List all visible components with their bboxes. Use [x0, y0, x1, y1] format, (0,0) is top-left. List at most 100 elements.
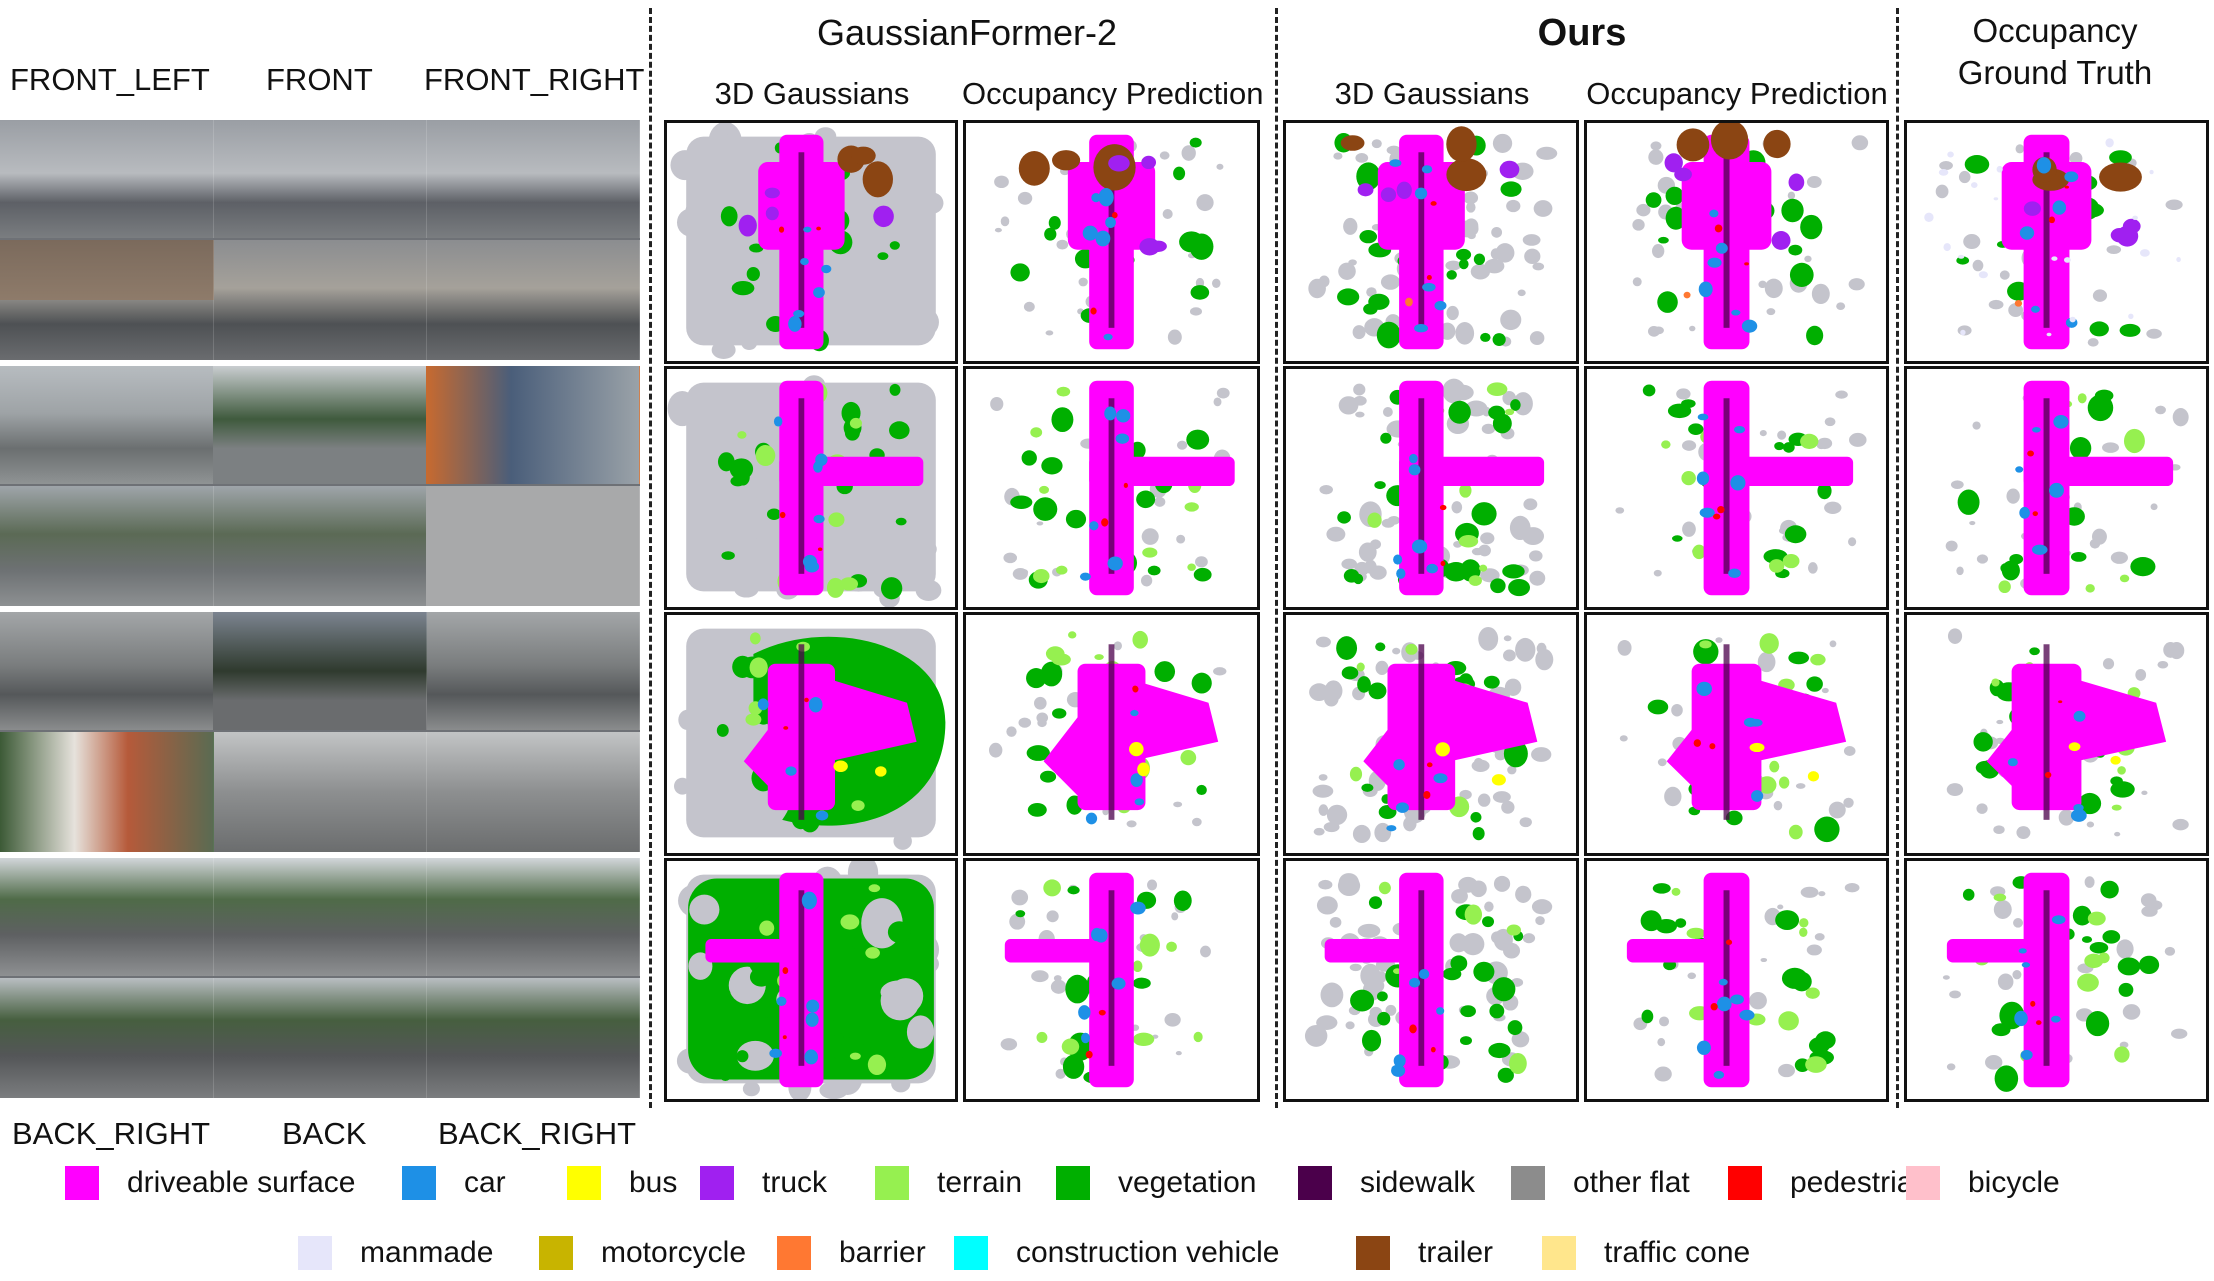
camera-image — [0, 978, 214, 1098]
camera-block-scene-2 — [0, 366, 640, 606]
gt-title-line2: Ground Truth — [1957, 54, 2153, 91]
divider-1 — [649, 8, 652, 1108]
legend-swatch — [1906, 1166, 1940, 1200]
camera-row-front — [0, 366, 640, 484]
divider-2 — [1275, 8, 1278, 1108]
panel-render — [988, 630, 1227, 828]
legend-swatch — [1298, 1166, 1332, 1200]
panel-ours-gaussians-scene-1 — [1283, 120, 1579, 364]
panel-render — [1924, 134, 2183, 350]
panel-render — [1946, 628, 2189, 839]
subheader-b-gaussians: 3D Gaussians — [1334, 76, 1530, 111]
panel-render — [1308, 126, 1558, 350]
panel-render — [1942, 872, 2188, 1092]
cam-label-front-left: FRONT_LEFT — [10, 62, 210, 97]
camera-image — [426, 120, 640, 238]
legend-swatch — [1542, 1236, 1576, 1270]
divider-3 — [1896, 8, 1899, 1108]
legend-item: truck — [700, 1166, 827, 1200]
cam-label-back: BACK — [282, 1116, 367, 1151]
panel-ours-gaussians-scene-2 — [1283, 366, 1579, 610]
camera-row-back — [0, 978, 640, 1098]
legend-swatch — [700, 1166, 734, 1200]
panel-ours-occupancy-scene-4 — [1584, 858, 1889, 1102]
panel-baseline-gaussians-scene-3 — [664, 612, 958, 856]
panel-render — [670, 123, 944, 359]
panel-ours-occupancy-scene-3 — [1584, 612, 1889, 856]
legend-label: construction vehicle — [1016, 1236, 1280, 1269]
camera-image — [426, 366, 640, 484]
panel-baseline-occupancy-scene-3 — [963, 612, 1260, 856]
legend-label: terrain — [937, 1166, 1023, 1199]
legend-label: trailer — [1418, 1236, 1494, 1269]
panel-render — [994, 134, 1224, 350]
panel-baseline-occupancy-scene-4 — [963, 858, 1260, 1102]
camera-image — [213, 120, 427, 238]
camera-image — [426, 978, 640, 1098]
legend-swatch — [954, 1236, 988, 1270]
method-a-title: GaussianFormer-2 — [816, 12, 1118, 53]
legend-item: trailer — [1356, 1236, 1493, 1270]
camera-image — [0, 366, 214, 484]
camera-row-back — [0, 240, 640, 360]
camera-image — [426, 858, 640, 976]
camera-image — [213, 366, 427, 484]
legend-swatch — [1511, 1166, 1545, 1200]
legend-item: terrain — [875, 1166, 1022, 1200]
panel-render — [1319, 378, 1546, 597]
legend-label: traffic cone — [1604, 1236, 1751, 1269]
camera-image — [0, 732, 214, 852]
panel-render — [1617, 633, 1856, 843]
camera-row-front — [0, 120, 640, 238]
camera-block-scene-1 — [0, 120, 640, 360]
legend-swatch — [539, 1236, 573, 1270]
legend-swatch — [875, 1166, 909, 1200]
panel-baseline-gaussians-scene-2 — [664, 366, 958, 610]
panel-baseline-occupancy-scene-2 — [963, 366, 1260, 610]
legend-item: car — [402, 1166, 506, 1200]
legend-item: pedestrian — [1728, 1166, 1930, 1200]
panel-render — [1000, 872, 1211, 1088]
panel-ours-occupancy-scene-1 — [1584, 120, 1889, 364]
legend-label: motorcycle — [601, 1236, 747, 1269]
gt-title-line1: Occupancy — [1972, 12, 2138, 49]
panel-ground-truth-scene-2 — [1904, 366, 2209, 610]
panel-baseline-gaussians-scene-4 — [664, 858, 958, 1102]
camera-row-back — [0, 732, 640, 852]
camera-image — [213, 486, 427, 606]
cam-label-front: FRONT — [266, 62, 373, 97]
panel-render — [1304, 872, 1553, 1088]
legend-label: truck — [762, 1166, 828, 1199]
legend-label: driveable surface — [127, 1166, 356, 1199]
panel-render — [667, 375, 942, 607]
method-b-title: Ours — [1537, 12, 1627, 54]
camera-image — [426, 732, 640, 852]
legend-label: manmade — [360, 1236, 494, 1269]
camera-image — [213, 978, 427, 1098]
legend-swatch — [402, 1166, 436, 1200]
panel-ours-occupancy-scene-2 — [1584, 366, 1889, 610]
legend-label: barrier — [839, 1236, 926, 1269]
camera-image — [0, 612, 214, 730]
camera-image — [213, 858, 427, 976]
legend-swatch — [1728, 1166, 1762, 1200]
legend-item: vegetation — [1056, 1166, 1256, 1200]
legend-label: vegetation — [1118, 1166, 1257, 1199]
legend-label: sidewalk — [1360, 1166, 1476, 1199]
camera-image — [0, 120, 214, 238]
legend-label: other flat — [1573, 1166, 1690, 1199]
legend-item: barrier — [777, 1236, 926, 1270]
camera-row-front — [0, 612, 640, 730]
legend-item: construction vehicle — [954, 1236, 1279, 1270]
panel-ground-truth-scene-3 — [1904, 612, 2209, 856]
legend-item: driveable surface — [65, 1166, 355, 1200]
legend-item: bus — [567, 1166, 677, 1200]
legend-item: other flat — [1511, 1166, 1690, 1200]
legend-swatch — [65, 1166, 99, 1200]
legend-item: traffic cone — [1542, 1236, 1750, 1270]
legend-item: bicycle — [1906, 1166, 2060, 1200]
panel-render — [676, 861, 940, 1099]
legend-swatch — [777, 1236, 811, 1270]
legend-item: manmade — [298, 1236, 493, 1270]
camera-image — [0, 486, 214, 606]
